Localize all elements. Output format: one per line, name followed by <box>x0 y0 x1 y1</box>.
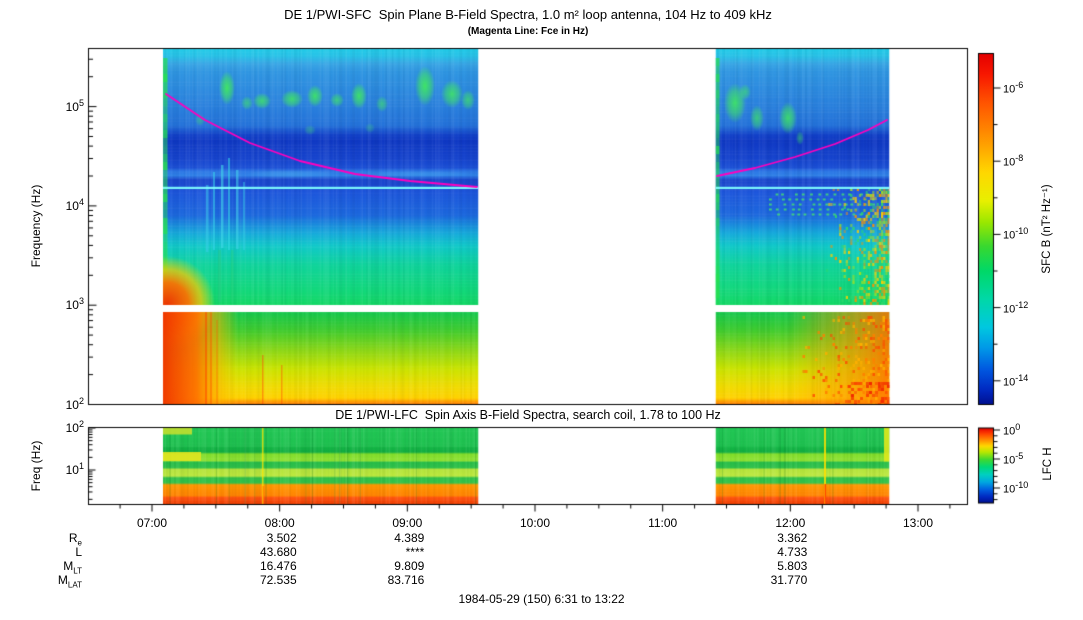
x-tick-0700: 07:00 <box>136 516 168 530</box>
sfc-panel-title: DE 1/PWI-SFC Spin Plane B-Field Spectra,… <box>284 7 772 22</box>
lfc-cbar-tick-10e0: 100 <box>1003 422 1021 438</box>
ephemeris-value-0800-row2: 16.476 <box>259 559 297 573</box>
ephemeris-value-0900-row0: 4.389 <box>394 531 425 545</box>
ephemeris-value-1200-row3: 31.770 <box>770 573 808 587</box>
sfc-colorbar-label: SFC B (nT² Hz⁻¹) <box>1041 184 1053 274</box>
lfc-colorbar-label: LFC H <box>1042 447 1054 481</box>
ephemeris-row-label-mlt: MLT <box>63 559 82 576</box>
x-tick-0900: 09:00 <box>392 516 423 530</box>
ephemeris-value-0800-row0: 3.502 <box>266 531 297 545</box>
lfc-cbar-tick-10e-5: 10-5 <box>1003 451 1024 467</box>
sfc-cbar-tick-10e-8: 10-8 <box>1003 153 1024 169</box>
sfc-y-tick-10e3: 103 <box>65 296 84 313</box>
sfc-panel-subtitle: (Magenta Line: Fce in Hz) <box>467 26 589 37</box>
sfc-y-tick-10e4: 104 <box>65 196 84 213</box>
lfc-panel-title: DE 1/PWI-LFC Spin Axis B-Field Spectra, … <box>335 408 721 422</box>
ephemeris-value-0800-row3: 72.535 <box>259 573 297 587</box>
sfc-y-axis-label: Frequency (Hz) <box>29 184 43 268</box>
ephemeris-row-label-l: L <box>75 545 82 559</box>
ephemeris-value-1200-row2: 5.803 <box>777 559 808 573</box>
date-range-footer: 1984-05-29 (150) 6:31 to 13:22 <box>458 592 625 606</box>
ephemeris-row-label-re: Re <box>68 531 82 548</box>
x-tick-1100: 11:00 <box>648 516 678 530</box>
ephemeris-value-0900-row1: **** <box>405 545 425 559</box>
sfc-cbar-tick-10e-14: 10-14 <box>1003 372 1029 389</box>
x-tick-1200: 12:00 <box>775 516 806 530</box>
ephemeris-value-1200-row0: 3.362 <box>777 531 808 545</box>
ephemeris-value-1200-row1: 4.733 <box>777 545 808 559</box>
x-tick-1000: 10:00 <box>519 516 551 530</box>
ephemeris-value-0900-row2: 9.809 <box>394 559 425 573</box>
ephemeris-value-0900-row3: 83.716 <box>387 573 425 587</box>
ephemeris-row-label-mlat: MLAT <box>57 573 82 590</box>
sfc-y-tick-10e2: 102 <box>65 395 84 412</box>
sfc-y-tick-10e5: 105 <box>65 97 84 114</box>
x-tick-0800: 08:00 <box>264 516 295 530</box>
ephemeris-value-0800-row1: 43.680 <box>259 545 297 559</box>
lfc-y-axis-label: Freq (Hz) <box>29 440 43 492</box>
x-tick-1300: 13:00 <box>902 516 934 530</box>
lfc-cbar-tick-10e-10: 10-10 <box>1003 480 1029 496</box>
lfc-y-tick-10e2: 102 <box>65 419 84 435</box>
lfc-y-tick-10e1: 101 <box>65 461 84 477</box>
sfc-cbar-tick-10e-10: 10-10 <box>1003 226 1029 243</box>
sfc-cbar-tick-10e-12: 10-12 <box>1003 299 1029 316</box>
sfc-cbar-tick-10e-6: 10-6 <box>1003 80 1024 96</box>
